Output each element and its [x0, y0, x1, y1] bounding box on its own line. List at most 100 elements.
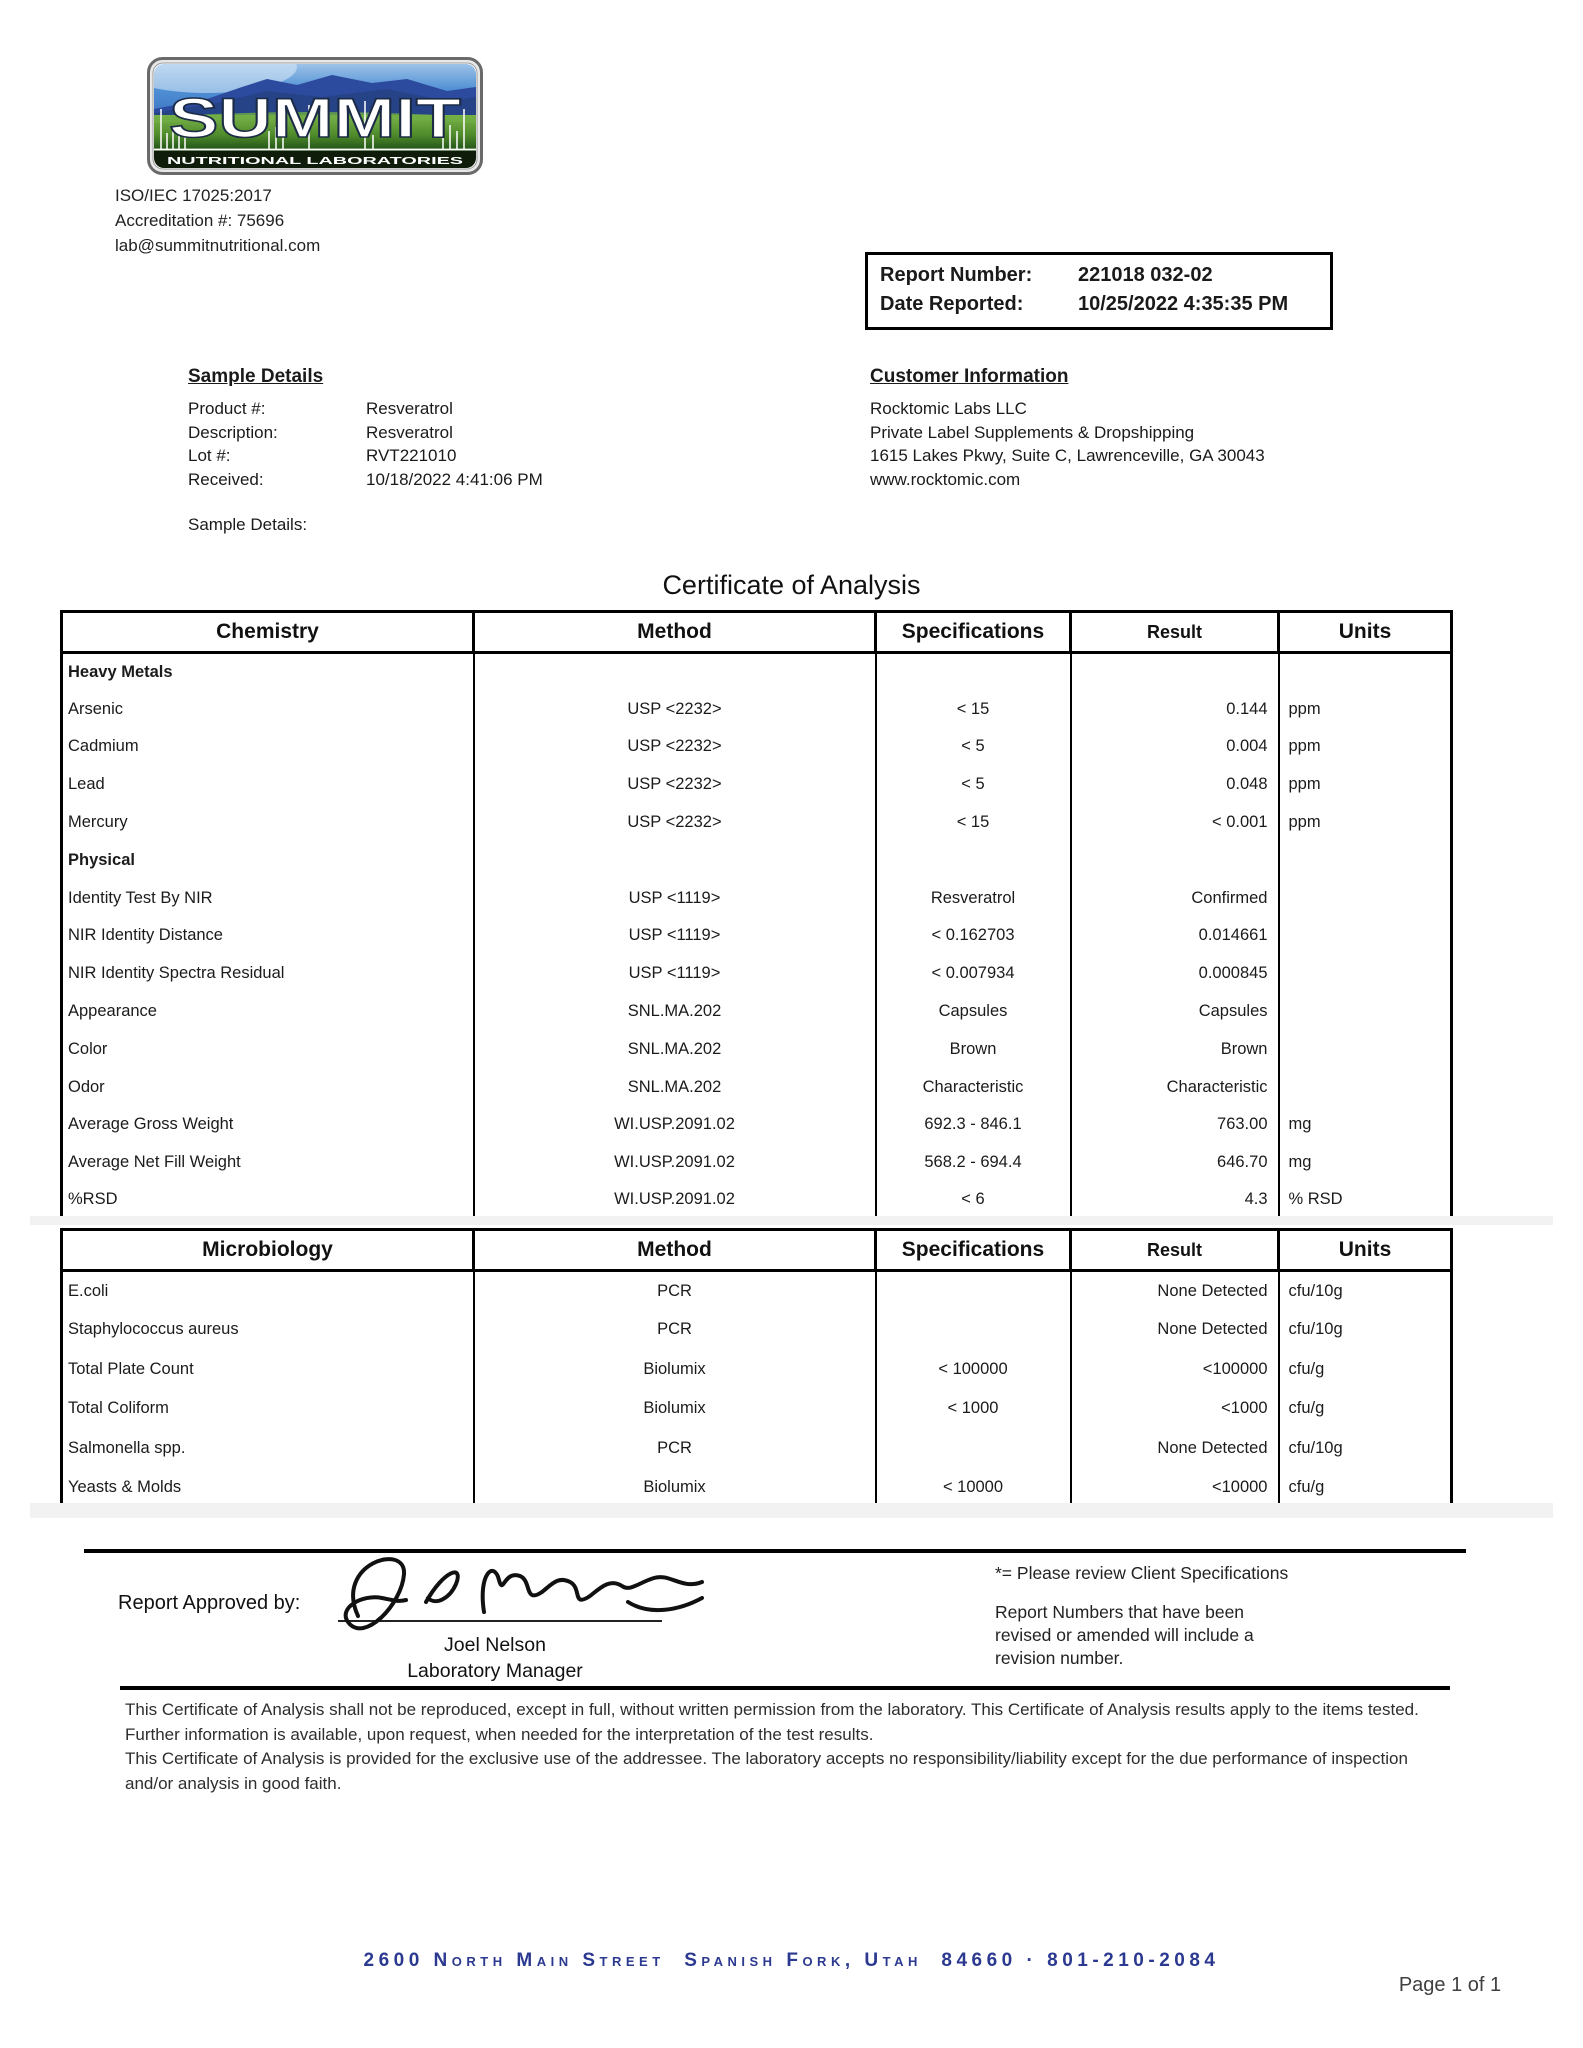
table-row: Yeasts & Molds Biolumix < 10000 <10000 cfu/g [60, 1468, 1453, 1508]
table-cell: Appearance [60, 992, 475, 1031]
revision-note: Report Numbers that have been revised or… [995, 1602, 1254, 1668]
table-cell [1277, 1068, 1453, 1107]
logo-tagline-text: NUTRITIONAL LABORATORIES [167, 155, 463, 167]
table-cell: Brown [1069, 1030, 1280, 1069]
table-cell [472, 841, 877, 880]
table-cell: SNL.MA.202 [472, 992, 877, 1031]
table-cell [1277, 652, 1453, 691]
table-cell: mg [1277, 1106, 1453, 1144]
table-cell: < 1000 [874, 1389, 1072, 1429]
table-cell: < 15 [874, 690, 1072, 729]
signature-scribble [343, 1557, 704, 1631]
disclaimer-paragraph: This Certificate of Analysis is provided… [125, 1749, 1408, 1793]
customer-information-section: Customer Information Rocktomic Labs LLC … [870, 366, 1265, 491]
table-cell: Average Net Fill Weight [60, 1143, 475, 1182]
signer-name: Joel Nelson [444, 1634, 546, 1656]
table-cell: Yeasts & Molds [60, 1468, 475, 1508]
table-cell: Characteristic [874, 1068, 1072, 1107]
table-cell: 568.2 - 694.4 [874, 1143, 1072, 1182]
table-cell: None Detected [1069, 1310, 1280, 1350]
accreditation-block: ISO/IEC 17025:2017 Accreditation #: 7569… [115, 183, 320, 258]
table-cell: Brown [874, 1030, 1072, 1069]
microbiology-table: Microbiology Method Specifications Result Un… [60, 1228, 1453, 1509]
table-cell: < 0.007934 [874, 954, 1072, 993]
table-row: Mercury USP <2232> < 15 < 0.001 ppm [60, 803, 1453, 842]
table-cell: Resveratrol [874, 879, 1072, 918]
table-cell [874, 1428, 1072, 1468]
field-value: Resveratrol [366, 422, 453, 442]
table-cell: %RSD [60, 1181, 475, 1220]
customer-website[interactable]: www.rocktomic.com [870, 469, 1021, 489]
table-row: Appearance SNL.MA.202 Capsules Capsules [60, 992, 1453, 1031]
sample-field-row: Received: 10/18/2022 4:41:06 PM [188, 468, 543, 492]
lab-address-footer: 2600 North Main Street Spanish Fork, Uta… [363, 1950, 1220, 1971]
table-cell: Identity Test By NIR [60, 879, 475, 918]
horizontal-rule [120, 1686, 1450, 1690]
chemistry-table: Chemistry Method Specifications Result Units… [60, 610, 1453, 1221]
table-cell: 0.014661 [1069, 917, 1280, 955]
divider-band [30, 1216, 1553, 1225]
table-row: E.coli PCR None Detected cfu/10g [60, 1270, 1453, 1310]
iso-line: ISO/IEC 17025:2017 [115, 186, 272, 205]
table-cell: Confirmed [1069, 879, 1280, 918]
table-row: NIR Identity Spectra Residual USP <1119> <… [60, 954, 1453, 993]
table-cell: cfu/g [1277, 1349, 1453, 1389]
table-cell [1277, 917, 1453, 955]
table-cell: Staphylococcus aureus [60, 1310, 475, 1350]
table-row: Arsenic USP <2232> < 15 0.144 ppm [60, 690, 1453, 729]
column-header: Result [1069, 1228, 1280, 1272]
table-row: Average Gross Weight WI.USP.2091.02 692.3 … [60, 1106, 1453, 1144]
table-cell [1277, 992, 1453, 1031]
table-row: Odor SNL.MA.202 Characteristic Characterist… [60, 1068, 1453, 1107]
field-label: Description: [188, 422, 278, 442]
table-cell: Biolumix [472, 1389, 877, 1429]
table-cell: cfu/10g [1277, 1310, 1453, 1350]
table-cell: Cadmium [60, 728, 475, 766]
column-header: Units [1277, 610, 1453, 654]
table-cell: Capsules [874, 992, 1072, 1031]
page-number: Page 1 of 1 [1398, 1974, 1502, 1996]
table-cell: Mercury [60, 803, 475, 842]
sample-field-row: Lot #: RVT221010 [188, 444, 543, 468]
table-cell: WI.USP.2091.02 [472, 1106, 877, 1144]
table-cell: SNL.MA.202 [472, 1068, 877, 1107]
table-cell: WI.USP.2091.02 [472, 1143, 877, 1182]
table-cell [1277, 841, 1453, 880]
table-cell: E.coli [60, 1270, 475, 1310]
report-number-label: Report Number: [880, 264, 1033, 286]
column-header: Method [472, 610, 877, 654]
table-cell: < 5 [874, 765, 1072, 804]
table-cell: ppm [1277, 803, 1453, 842]
lab-email[interactable]: lab@summitnutritional.com [115, 236, 321, 255]
table-cell: cfu/g [1277, 1389, 1453, 1429]
table-cell: USP <1119> [472, 879, 877, 918]
customer-address: 1615 Lakes Pkwy, Suite C, Lawrenceville,… [870, 446, 1265, 465]
table-cell: cfu/10g [1277, 1428, 1453, 1468]
table-row: Total Coliform Biolumix < 1000 <1000 cfu/g [60, 1389, 1453, 1429]
client-spec-note: *= Please review Client Specifications [995, 1563, 1289, 1583]
table-cell: ppm [1277, 690, 1453, 729]
table-cell: 646.70 [1069, 1143, 1280, 1182]
horizontal-rule [84, 1549, 1466, 1553]
microbiology-header-row: Microbiology Method Specifications Result Un… [60, 1228, 1453, 1272]
summit-logo-art: SUMMIT NUTRITIONAL LABORATORIES [147, 57, 483, 175]
disclaimer-paragraph: This Certificate of Analysis shall not b… [125, 1700, 1419, 1744]
field-value: 10/18/2022 4:41:06 PM [366, 469, 543, 489]
table-cell: ppm [1277, 765, 1453, 804]
table-cell: Physical [60, 841, 475, 880]
section-row: Physical [60, 841, 1453, 880]
sample-details-section: Sample Details Product #: Resveratrol De… [188, 366, 543, 491]
table-row: Lead USP <2232> < 5 0.048 ppm [60, 765, 1453, 804]
table-cell: USP <2232> [472, 803, 877, 842]
table-cell: 692.3 - 846.1 [874, 1106, 1072, 1144]
table-cell: mg [1277, 1143, 1453, 1182]
summit-logo: SUMMIT NUTRITIONAL LABORATORIES [147, 57, 483, 175]
table-cell: 0.048 [1069, 765, 1280, 804]
table-cell: PCR [472, 1310, 877, 1350]
table-cell: < 10000 [874, 1468, 1072, 1508]
table-cell: Heavy Metals [60, 652, 475, 691]
table-cell: NIR Identity Spectra Residual [60, 954, 475, 993]
column-header: Method [472, 1228, 877, 1272]
table-cell: None Detected [1069, 1428, 1280, 1468]
table-row: Total Plate Count Biolumix < 100000 <100000… [60, 1349, 1453, 1389]
